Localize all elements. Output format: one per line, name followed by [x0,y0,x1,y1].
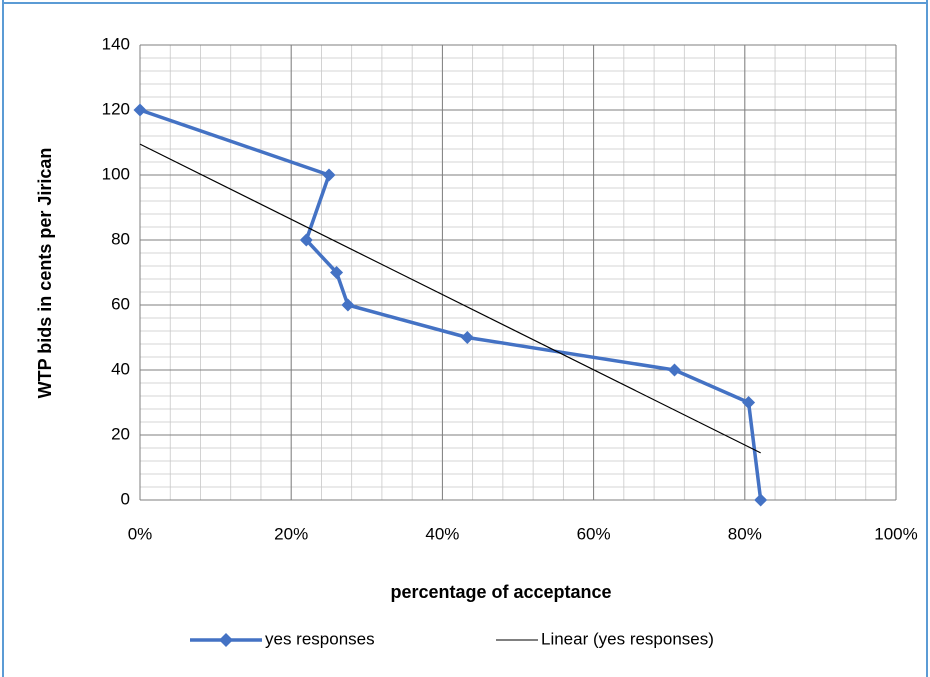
x-tick-label: 60% [577,524,611,543]
x-tick-label: 20% [274,524,308,543]
y-axis-title: WTP bids in cents per Jirican [35,148,55,399]
data-point-marker [341,298,355,312]
axes [139,45,896,501]
x-tick-label: 80% [728,524,762,543]
y-tick-label: 60 [111,294,130,313]
y-tick-label: 0 [121,489,130,508]
y-tick-label: 80 [111,229,130,248]
legend-label-linear: Linear (yes responses) [541,629,714,648]
frame-border-top [2,2,928,4]
y-tick-label: 140 [102,34,130,53]
x-tick-label: 40% [425,524,459,543]
data-point-marker [754,493,768,507]
x-axis-title: percentage of acceptance [390,582,611,602]
y-tick-label: 100 [102,164,130,183]
legend: yes responses Linear (yes responses) [190,629,714,648]
y-tick-label: 20 [111,424,130,443]
frame-border-right [926,0,928,677]
grid [139,44,897,501]
y-tick-label: 120 [102,99,130,118]
data-point-marker [322,168,336,182]
data-point-marker [742,396,756,409]
data-point-marker [667,363,681,377]
y-tick-label: 40 [111,359,130,378]
tick-labels: 0 20 40 60 80 100 120 140 0% 20% 40% 60% 80% 100% [102,34,918,543]
series-layer [133,103,768,507]
legend-marker-yes-responses [219,633,233,647]
data-point-marker [330,266,344,279]
x-tick-label: 0% [128,524,153,543]
data-point-marker [460,331,474,344]
trendline-1 [139,143,761,454]
data-point-marker [299,233,313,247]
x-tick-label: 100% [874,524,917,543]
data-point-marker [133,103,147,117]
legend-label-yes-responses: yes responses [265,629,375,648]
frame-border-left [2,0,4,677]
